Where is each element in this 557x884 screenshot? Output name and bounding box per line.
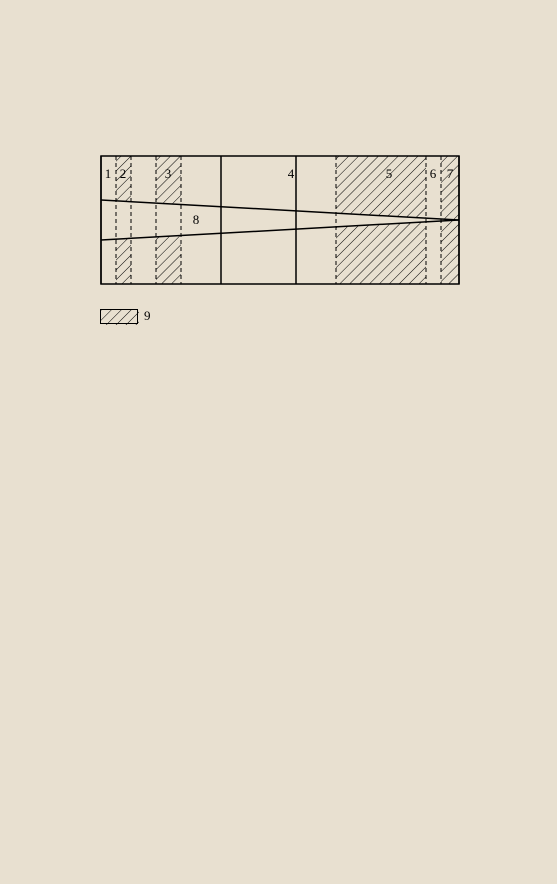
region-label-4: 4 — [288, 166, 295, 181]
region-label-2: 2 — [120, 166, 127, 181]
diagram: 12 3 4 5 67 8 — [100, 155, 460, 290]
legend: 9 — [100, 308, 151, 324]
region-label-1: 1 — [105, 166, 112, 181]
region-label-3: 3 — [165, 166, 172, 181]
region-label-8: 8 — [193, 212, 200, 227]
region-label-5: 5 — [386, 166, 393, 181]
region-label-7: 7 — [447, 166, 454, 181]
diagram-svg: 12 3 4 5 67 8 — [100, 155, 460, 285]
region-label-6: 6 — [430, 166, 437, 181]
legend-swatch — [100, 309, 138, 324]
legend-label: 9 — [144, 308, 151, 324]
